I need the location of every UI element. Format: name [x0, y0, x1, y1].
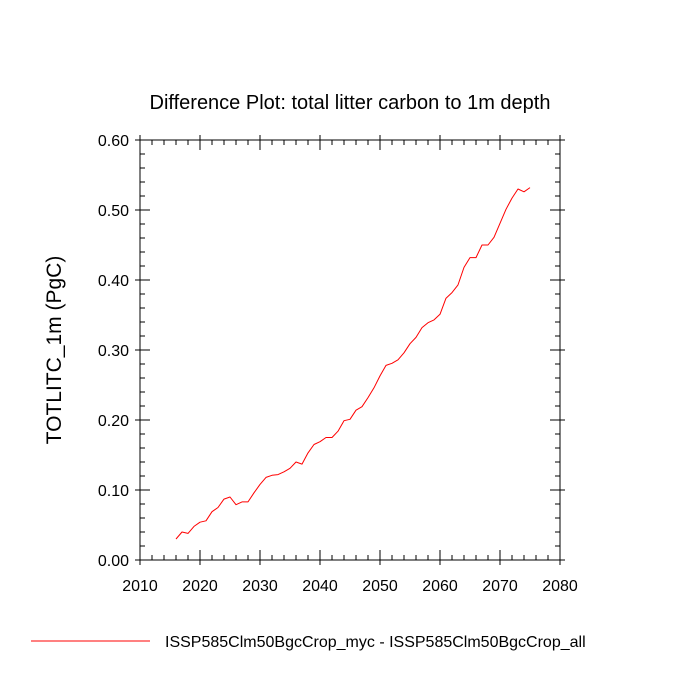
x-tick-label: 2040: [302, 578, 338, 595]
plot-frame: [139, 139, 561, 561]
y-axis-label: TOTLITC_1m (PgC): [43, 256, 66, 445]
major-ticks: [135, 135, 565, 565]
x-tick-label: 2050: [362, 578, 398, 595]
y-tick-label: 0.10: [98, 483, 129, 500]
chart-title: Difference Plot: total litter carbon to …: [150, 92, 551, 114]
series-group: [175, 187, 531, 540]
y-tick-labels: 0.00 0.10 0.20 0.30 0.40 0.50 0.60: [98, 133, 129, 570]
x-tick-labels: 2010 2020 2030 2040 2050 2060 2070 2080: [122, 578, 578, 595]
x-tick-label: 2030: [242, 578, 278, 595]
y-tick-label: 0.60: [98, 133, 129, 150]
y-tick-label: 0.30: [98, 343, 129, 360]
y-tick-label: 0.40: [98, 273, 129, 290]
x-tick-label: 2070: [482, 578, 518, 595]
x-tick-label: 2080: [542, 578, 578, 595]
y-tick-label: 0.20: [98, 413, 129, 430]
x-tick-label: 2010: [122, 578, 158, 595]
x-tick-label: 2020: [182, 578, 218, 595]
x-tick-label: 2060: [422, 578, 458, 595]
legend: ISSP585Clm50BgcCrop_myc - ISSP585Clm50Bg…: [31, 634, 586, 651]
minor-ticks: [140, 140, 560, 560]
legend-label: ISSP585Clm50BgcCrop_myc - ISSP585Clm50Bg…: [165, 634, 586, 651]
y-tick-label: 0.50: [98, 203, 129, 220]
y-tick-label: 0.00: [98, 553, 129, 570]
series-line-0: [175, 187, 531, 540]
